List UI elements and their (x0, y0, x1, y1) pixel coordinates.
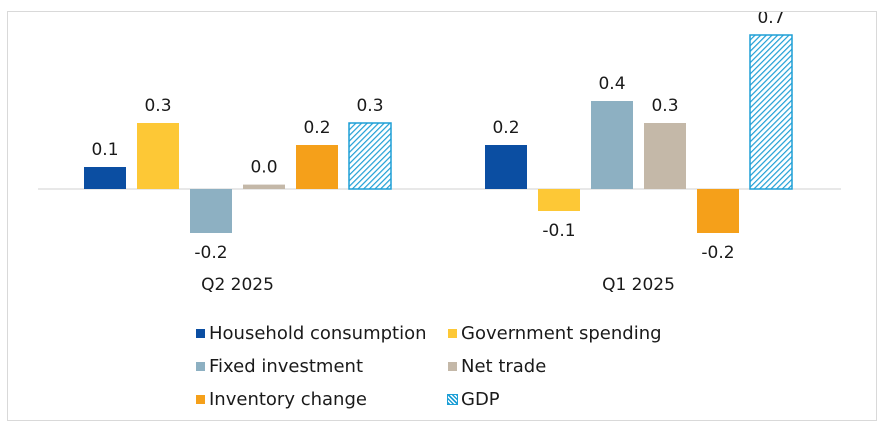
bar-fixed-investment-q1-2025 (591, 101, 633, 189)
value-label-inventory-change-q1-2025: -0.2 (701, 243, 734, 263)
bar-inventory-change-q1-2025 (697, 189, 739, 233)
bar-household-consumption-q1-2025 (485, 145, 527, 189)
legend-swatch-government-spending (448, 329, 457, 338)
legend-swatch-inventory-change (196, 395, 205, 404)
value-label-gdp-q2-2025: 0.3 (356, 96, 383, 116)
value-label-net-trade-q1-2025: 0.3 (651, 96, 678, 116)
chart-frame: 0.1 0.3 -0.2 0.0 0.2 0.3 0.2 -0.1 0.4 0.3 -0.2 0.7 … (7, 11, 877, 421)
bar-fixed-investment-q2-2025 (190, 189, 232, 233)
legend-swatch-fixed-investment (196, 362, 205, 371)
bar-government-spending-q2-2025 (137, 123, 179, 189)
value-label-government-spending-q2-2025: 0.3 (144, 96, 171, 116)
legend-item-net-trade: Net trade (448, 356, 546, 377)
value-label-household-consumption-q2-2025: 0.1 (91, 140, 118, 160)
value-label-household-consumption-q1-2025: 0.2 (492, 118, 519, 138)
legend-item-fixed-investment: Fixed investment (196, 356, 363, 377)
legend-item-inventory-change: Inventory change (196, 389, 367, 410)
legend-item-household-consumption: Household consumption (196, 323, 427, 344)
legend-label-government-spending: Government spending (461, 323, 662, 344)
category-label-q2-2025: Q2 2025 (201, 275, 274, 295)
legend-label-net-trade: Net trade (461, 356, 547, 377)
value-label-government-spending-q1-2025: -0.1 (542, 221, 575, 241)
legend-item-gdp: GDP (447, 389, 500, 410)
value-label-gdp-q1-2025: 0.7 (757, 12, 784, 28)
legend-label-fixed-investment: Fixed investment (209, 356, 364, 377)
category-label-q1-2025: Q1 2025 (602, 275, 675, 295)
value-label-net-trade-q2-2025: 0.0 (250, 158, 277, 178)
value-label-inventory-change-q2-2025: 0.2 (303, 118, 330, 138)
legend-label-gdp: GDP (461, 389, 500, 410)
bar-gdp-q2-2025 (348, 122, 392, 190)
legend-swatch-household-consumption (196, 329, 205, 338)
value-label-fixed-investment-q1-2025: 0.4 (598, 74, 625, 94)
legend-item-government-spending: Government spending (448, 323, 662, 344)
bar-government-spending-q1-2025 (538, 189, 580, 211)
legend-label-household-consumption: Household consumption (209, 323, 427, 344)
legend-label-inventory-change: Inventory change (209, 389, 367, 410)
bar-household-consumption-q2-2025 (84, 167, 126, 189)
legend-swatch-gdp (447, 394, 458, 405)
bar-net-trade-q2-2025 (243, 184, 285, 189)
bar-gdp-q1-2025 (749, 34, 793, 190)
bars-group (84, 34, 793, 233)
category-labels-group: Q2 2025 Q1 2025 (201, 275, 675, 295)
legend-swatch-net-trade (448, 362, 457, 371)
bar-inventory-change-q2-2025 (296, 145, 338, 189)
value-label-fixed-investment-q2-2025: -0.2 (194, 243, 227, 263)
bar-chart: 0.10.3-0.20.00.20.30.2-0.10.40.3-0.20.7 … (38, 12, 841, 295)
value-labels-group: 0.1 0.3 -0.2 0.0 0.2 0.3 0.2 -0.1 0.4 0.3 -0.2 0.7 (91, 12, 784, 263)
bar-net-trade-q1-2025 (644, 123, 686, 189)
